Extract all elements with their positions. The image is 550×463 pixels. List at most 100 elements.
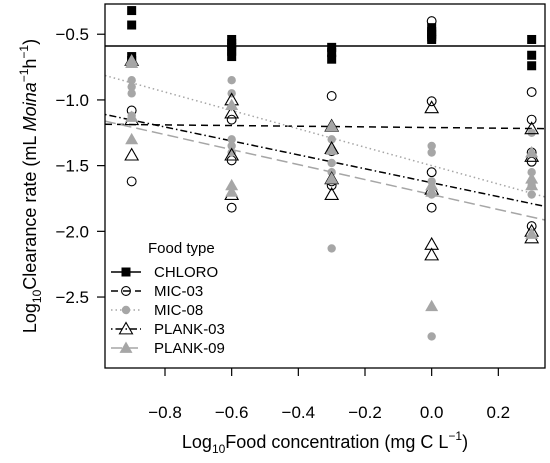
point-chloro bbox=[127, 20, 137, 30]
point-plank-09 bbox=[325, 172, 339, 184]
point-mic-08 bbox=[127, 76, 136, 85]
fit-line-plank-03 bbox=[104, 113, 546, 208]
point-plank-09 bbox=[525, 172, 539, 184]
legend-entry-mic-03: MIC-03 bbox=[111, 283, 203, 300]
point-mic-03 bbox=[426, 96, 437, 107]
point-plank-09 bbox=[525, 178, 539, 191]
point-plank-03 bbox=[224, 105, 240, 119]
point-chloro bbox=[127, 6, 137, 16]
point-plank-09 bbox=[525, 145, 539, 158]
point-mic-03 bbox=[226, 202, 237, 213]
series-plank-09 bbox=[125, 54, 539, 312]
y-tick-label: −0.5 bbox=[55, 25, 89, 44]
point-mic-08 bbox=[127, 89, 136, 98]
point-plank-03 bbox=[424, 100, 440, 114]
point-mic-08 bbox=[427, 141, 436, 151]
y-tick-label: −1.5 bbox=[55, 157, 89, 176]
y-tick-label: −2.5 bbox=[55, 288, 89, 307]
fit-line-mic-03 bbox=[104, 123, 546, 130]
x-tick-label: −0.2 bbox=[348, 403, 382, 422]
x-axis: −0.8 −0.6 −0.4 −0.2 0.0 0.2 bbox=[148, 368, 510, 422]
legend-entry-chloro: CHLORO bbox=[111, 264, 218, 281]
point-plank-09 bbox=[525, 227, 539, 239]
x-tick-label: −0.6 bbox=[215, 403, 249, 422]
point-mic-08 bbox=[227, 148, 236, 157]
point-chloro bbox=[427, 34, 437, 44]
legend-marker bbox=[118, 321, 134, 335]
series-plank-03 bbox=[124, 52, 540, 261]
point-plank-09 bbox=[325, 143, 339, 155]
point-plank-09 bbox=[125, 56, 139, 69]
point-chloro bbox=[227, 46, 237, 56]
point-plank-09 bbox=[425, 299, 439, 312]
point-chloro bbox=[527, 50, 537, 60]
plot-frame bbox=[104, 3, 546, 369]
point-mic-08 bbox=[227, 141, 236, 151]
series-chloro bbox=[127, 6, 537, 71]
series-mic-08 bbox=[127, 76, 536, 341]
point-mic-08 bbox=[227, 135, 236, 144]
point-chloro bbox=[527, 34, 537, 44]
point-chloro bbox=[227, 52, 237, 62]
point-plank-03 bbox=[324, 186, 340, 200]
legend-label: CHLORO bbox=[154, 264, 218, 281]
point-plank-09 bbox=[325, 119, 339, 132]
legend-label: PLANK-09 bbox=[154, 340, 225, 357]
x-tick-label: −0.4 bbox=[282, 403, 316, 422]
point-chloro bbox=[327, 42, 337, 52]
point-mic-03 bbox=[326, 91, 337, 101]
point-mic-08 bbox=[427, 332, 436, 341]
y-axis: −0.5 −1.0 −1.5 −2.0 −2.5 bbox=[55, 25, 105, 307]
point-mic-08 bbox=[527, 128, 536, 137]
point-mic-03 bbox=[426, 167, 437, 178]
point-mic-08 bbox=[427, 148, 436, 157]
point-plank-03 bbox=[224, 147, 240, 161]
x-tick-label: 0.2 bbox=[487, 403, 511, 422]
y-axis-title: Log10Clearance rate (mL Moina−1h−1) bbox=[17, 39, 44, 333]
legend-marker bbox=[119, 341, 133, 353]
x-tick-label: −0.8 bbox=[148, 403, 182, 422]
legend-entry-plank-03: PLANK-03 bbox=[111, 321, 225, 338]
point-chloro bbox=[327, 48, 337, 58]
point-chloro bbox=[327, 54, 337, 64]
point-chloro bbox=[527, 61, 537, 71]
point-plank-09 bbox=[425, 178, 439, 191]
point-mic-03 bbox=[226, 114, 237, 125]
point-plank-03 bbox=[124, 147, 140, 161]
point-plank-03 bbox=[424, 247, 440, 261]
legend-entry-mic-08: MIC-08 bbox=[111, 302, 203, 319]
point-mic-03 bbox=[126, 176, 137, 187]
point-mic-08 bbox=[327, 135, 336, 144]
point-mic-03 bbox=[526, 114, 537, 125]
point-plank-09 bbox=[125, 110, 139, 122]
legend-marker bbox=[121, 286, 131, 296]
y-tick-label: −2.0 bbox=[55, 222, 89, 241]
legend-label: MIC-03 bbox=[154, 283, 203, 300]
regression-lines bbox=[104, 45, 546, 221]
point-mic-08 bbox=[327, 244, 336, 253]
point-mic-03 bbox=[426, 202, 437, 213]
point-plank-09 bbox=[425, 185, 439, 197]
legend-marker bbox=[121, 267, 131, 277]
x-tick-label: 0.0 bbox=[420, 403, 444, 422]
point-plank-09 bbox=[125, 132, 139, 145]
point-mic-08 bbox=[327, 158, 336, 168]
legend-label: PLANK-03 bbox=[154, 321, 225, 338]
point-mic-08 bbox=[227, 76, 236, 85]
x-axis-title: Log10Food concentration (mg C L−1) bbox=[182, 429, 468, 456]
data-points bbox=[124, 6, 540, 341]
point-plank-09 bbox=[225, 178, 239, 191]
fit-line-plank-09 bbox=[104, 120, 546, 221]
point-mic-03 bbox=[426, 16, 437, 27]
legend-title: Food type bbox=[148, 240, 215, 257]
point-plank-09 bbox=[225, 98, 239, 111]
y-tick-label: −1.0 bbox=[55, 91, 89, 110]
legend-marker bbox=[121, 305, 131, 315]
point-mic-08 bbox=[527, 168, 536, 177]
point-plank-09 bbox=[225, 185, 239, 197]
point-plank-03 bbox=[524, 121, 540, 135]
legend: Food type CHLORO MIC-03 MIC-08 PLANK-03 PLAN… bbox=[111, 240, 225, 357]
legend-label: MIC-08 bbox=[154, 302, 203, 319]
legend-entry-plank-09: PLANK-09 bbox=[111, 340, 225, 357]
